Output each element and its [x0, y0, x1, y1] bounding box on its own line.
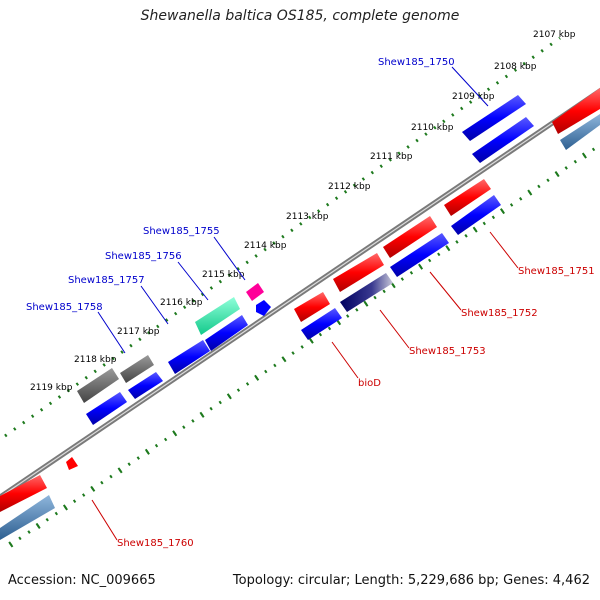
gene-label-shew185-1756[interactable]: Shew185_1756 [105, 251, 182, 262]
gene-label-biod[interactable]: bioD [358, 378, 381, 389]
feature-grey-block[interactable] [77, 368, 119, 403]
gene-label-shew185-1757[interactable]: Shew185_1757 [68, 275, 145, 286]
feature-shew185-1756b[interactable] [205, 315, 248, 351]
feature-blue-block[interactable] [86, 392, 127, 425]
feature-shew185-1750[interactable] [462, 95, 534, 163]
scale-label: 2116 kbp [160, 298, 203, 308]
gene-label-shew185-1750[interactable]: Shew185_1750 [378, 57, 455, 68]
scale-label: 2113 kbp [286, 212, 329, 222]
scale-label: 2110 kbp [411, 123, 454, 133]
features-inner-lane [0, 88, 600, 540]
gene-label-shew185-1758[interactable]: Shew185_1758 [26, 302, 103, 313]
scale-label: 2107 kbp [533, 30, 576, 40]
gene-label-shew185-1753[interactable]: Shew185_1753 [409, 346, 486, 357]
gene-labels-blue: Shew185_1750 Shew185_1755 Shew185_1756 S… [26, 57, 455, 313]
scale-label: 2117 kbp [117, 327, 160, 337]
feature-shew185-1760[interactable] [66, 457, 78, 470]
gene-label-shew185-1755[interactable]: Shew185_1755 [143, 226, 220, 237]
scale-label: 2114 kbp [244, 241, 287, 251]
callout-lines [91, 66, 519, 541]
feature-shew185-1756[interactable] [195, 297, 240, 335]
gene-label-shew185-1751[interactable]: Shew185_1751 [518, 266, 595, 277]
scale-label: 2109 kbp [452, 92, 495, 102]
features-outer-lane [77, 95, 534, 425]
feature-shew185-1755[interactable] [246, 283, 264, 301]
scale-label: 2118 kbp [74, 355, 117, 365]
accession-text: Accession: NC_009665 [8, 573, 156, 588]
scale-label: 2111 kbp [370, 152, 413, 162]
feature-steel-edge-left[interactable] [0, 495, 55, 540]
inner-scale-ring [9, 143, 600, 547]
scale-labels: 2107 kbp 2108 kbp 2109 kbp 2110 kbp 2111… [30, 30, 576, 393]
feature-shew185-1753[interactable] [333, 253, 393, 312]
feature-steel-edge-right[interactable] [560, 114, 600, 150]
feature-shew185-1752[interactable] [383, 216, 449, 277]
feature-red-edge-right[interactable] [552, 88, 600, 134]
scale-label: 2112 kbp [328, 182, 371, 192]
scale-label: 2108 kbp [494, 62, 537, 72]
feature-shew185-1755-small[interactable] [256, 300, 271, 316]
outer-scale-ring [4, 36, 561, 438]
inner-scale-ring-bars [8, 142, 600, 548]
scale-label: 2115 kbp [202, 270, 245, 280]
feature-shew185-1757[interactable] [168, 340, 210, 374]
gene-labels-red: Shew185_1751 Shew185_1752 Shew185_1753 b… [117, 266, 595, 549]
genome-backbone [0, 87, 600, 500]
feature-shew185-1758[interactable] [120, 355, 163, 399]
scale-label: 2119 kbp [30, 383, 73, 393]
feature-biod[interactable] [294, 292, 342, 340]
feature-shew185-1751[interactable] [444, 179, 501, 235]
map-title: Shewanella baltica OS185, complete genom… [140, 8, 460, 24]
gene-label-shew185-1760[interactable]: Shew185_1760 [117, 538, 194, 549]
gene-label-shew185-1752[interactable]: Shew185_1752 [461, 308, 538, 319]
topology-text: Topology: circular; Length: 5,229,686 bp… [232, 573, 590, 588]
feature-red-edge-left[interactable] [0, 475, 47, 512]
